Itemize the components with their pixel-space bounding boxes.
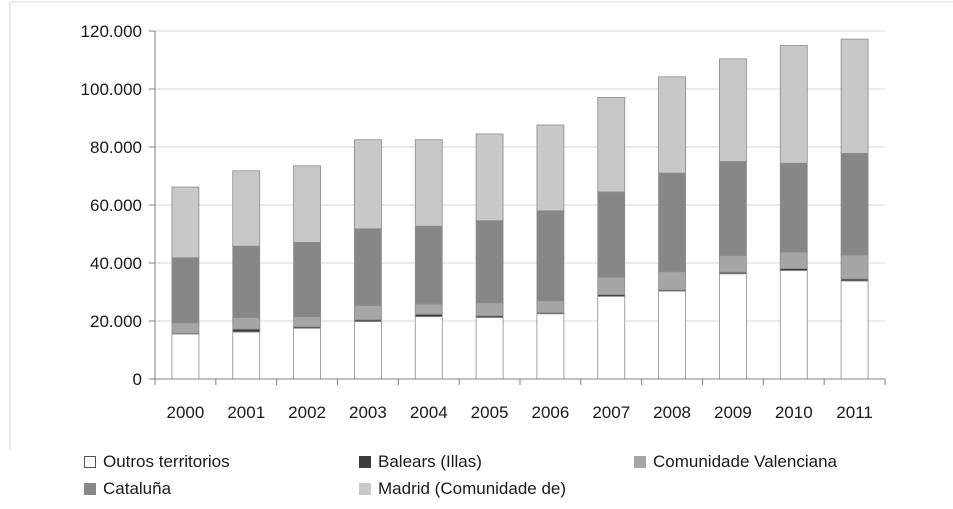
bar-segment-2 <box>232 328 261 333</box>
bar-segment-4 <box>536 210 565 302</box>
legend-item: Cataluña <box>84 479 171 499</box>
bar-segment-5 <box>232 170 261 247</box>
bar-segment-4 <box>719 161 747 256</box>
bar-segment-4 <box>475 220 504 304</box>
bar-segment-1 <box>840 280 869 380</box>
y-tick-labels: 0 20.000 40.000 60.000 80.000 100.000 120.000 <box>81 22 142 389</box>
x-tick-label: 2008 <box>653 403 691 422</box>
bar-segment-5 <box>171 186 200 259</box>
bar-segment-3 <box>475 302 504 317</box>
bar-segment-3 <box>293 316 321 328</box>
bar-segment-1 <box>597 295 626 380</box>
y-tick-label: 0 <box>133 370 142 389</box>
y-tick-label: 80.000 <box>90 138 142 157</box>
legend-label: Comunidade Valenciana <box>653 452 837 471</box>
legend-item: Outros territorios <box>84 452 230 472</box>
x-tick-label: 2003 <box>349 403 387 422</box>
legend-item: Comunidade Valenciana <box>634 452 837 472</box>
bar-segment-5 <box>536 124 565 212</box>
bar-segment-4 <box>414 225 443 305</box>
bar-segment-5 <box>840 38 869 154</box>
bar-segment-1 <box>779 270 808 380</box>
x-tick-label: 2002 <box>288 403 326 422</box>
bar-segment-1 <box>232 331 261 380</box>
x-tick-label: 2004 <box>410 403 448 422</box>
bar-segment-5 <box>414 139 443 227</box>
bar-segment-1 <box>475 317 504 380</box>
bar-segment-4 <box>658 172 686 273</box>
legend-swatch <box>359 483 371 495</box>
bar-segment-3 <box>840 254 869 280</box>
legend-swatch <box>84 483 96 495</box>
x-tick-label: 2001 <box>227 403 265 422</box>
bar-segment-1 <box>658 290 686 380</box>
bar-segment-5 <box>779 45 808 164</box>
bar-segment-4 <box>232 245 261 318</box>
x-tick-label: 2007 <box>592 403 630 422</box>
y-tick-label: 120.000 <box>81 22 142 41</box>
bar-segment-3 <box>597 276 626 296</box>
legend-swatch <box>634 456 646 468</box>
x-tick-labels: 2000 2001 2002 2003 2004 2005 2006 2007 2008 2009… <box>167 403 873 422</box>
bar-segment-5 <box>719 58 747 162</box>
bar-segment-3 <box>536 300 565 313</box>
y-tick-label: 40.000 <box>90 254 142 273</box>
y-tick-label: 100.000 <box>81 80 142 99</box>
x-tick-label: 2011 <box>836 403 873 422</box>
bar-segment-1 <box>171 333 200 380</box>
legend-label: Balears (Illas) <box>378 452 482 471</box>
axes <box>149 30 886 385</box>
bar-segment-3 <box>719 255 747 273</box>
bar-segment-5 <box>475 133 504 222</box>
bar-segment-4 <box>779 162 808 253</box>
x-tick-label: 2006 <box>532 403 570 422</box>
bar-segment-5 <box>293 165 321 243</box>
bar-segment-1 <box>536 313 565 380</box>
x-tick-label: 2009 <box>714 403 752 422</box>
x-tick-label: 2005 <box>471 403 509 422</box>
bar-segment-3 <box>658 271 686 291</box>
bar-segment-4 <box>354 228 382 306</box>
y-tick-label: 60.000 <box>90 196 142 215</box>
bar-segment-1 <box>354 321 382 380</box>
bar-segment-5 <box>354 139 382 230</box>
bar-segment-4 <box>840 152 869 256</box>
bar-segment-3 <box>171 322 200 334</box>
bar-segment-5 <box>597 97 626 193</box>
bar-segment-1 <box>414 316 443 380</box>
bar-segment-3 <box>779 251 808 269</box>
bar-segment-1 <box>719 273 747 380</box>
stacked-bar-chart: 020.00040.00060.00080.000100.000120.000 … <box>9 1 953 450</box>
bar-segment-4 <box>597 191 626 278</box>
legend-item: Madrid (Comunidade de) <box>359 479 566 499</box>
x-tick-label: 2000 <box>167 403 205 422</box>
y-tick-label: 20.000 <box>90 312 142 331</box>
legend-label: Madrid (Comunidade de) <box>378 479 567 498</box>
bar-segment-1 <box>293 327 321 380</box>
bar-segment-3 <box>232 317 261 330</box>
legend-label: Cataluña <box>103 479 172 498</box>
legend-swatch <box>84 456 96 468</box>
x-tick-label: 2010 <box>775 403 813 422</box>
bar-segment-4 <box>293 242 321 318</box>
bar-segment-3 <box>354 304 382 321</box>
bar-segment-4 <box>171 257 200 324</box>
gridlines <box>155 30 885 322</box>
bar-segment-3 <box>414 303 443 315</box>
legend-label: Outros territorios <box>103 452 230 471</box>
legend-item: Balears (Illas) <box>359 452 482 472</box>
bar-segment-5 <box>658 76 686 174</box>
bars <box>171 38 869 380</box>
legend-swatch <box>359 456 371 468</box>
